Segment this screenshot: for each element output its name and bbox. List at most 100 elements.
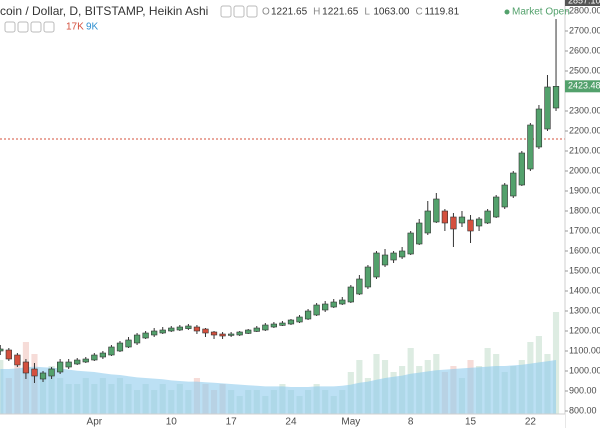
candle-body bbox=[287, 319, 295, 325]
ohlc-label: H bbox=[313, 7, 320, 18]
y-tick-label: 1100.00 bbox=[569, 345, 600, 355]
max-label: 2857.10 bbox=[568, 0, 600, 5]
candle-body bbox=[373, 252, 380, 278]
x-tick-label: Apr bbox=[87, 417, 103, 428]
y-tick-label: 800.00 bbox=[569, 405, 597, 415]
y-tick-label: 1800.00 bbox=[569, 205, 600, 215]
candle-body bbox=[5, 349, 12, 360]
candle-body bbox=[253, 327, 260, 332]
candle-body bbox=[22, 361, 30, 374]
candle-body bbox=[202, 328, 209, 334]
y-tick-label: 2500.00 bbox=[569, 65, 600, 75]
candle-body bbox=[552, 86, 560, 109]
candle-body bbox=[219, 333, 226, 337]
volume-ma-value: 9K bbox=[86, 22, 99, 33]
candle-body bbox=[347, 286, 354, 303]
y-tick-label: 1400.00 bbox=[569, 285, 600, 295]
candle-body bbox=[65, 361, 72, 368]
candle-body bbox=[416, 222, 423, 245]
candle-body bbox=[535, 108, 543, 148]
x-tick-label: 15 bbox=[465, 417, 477, 428]
x-tick-label: 10 bbox=[166, 417, 178, 428]
candle-body bbox=[527, 124, 534, 170]
candle-body bbox=[193, 326, 201, 332]
candle-body bbox=[390, 252, 397, 261]
button[interactable] bbox=[4, 21, 16, 33]
candle-body bbox=[176, 326, 183, 331]
y-tick-label: 1600.00 bbox=[569, 245, 600, 255]
y-tick-label: 2000.00 bbox=[569, 165, 600, 175]
x-tick-label: 24 bbox=[285, 417, 297, 428]
y-tick-label: 1200.00 bbox=[569, 325, 600, 335]
y-tick-label: 2200.00 bbox=[569, 125, 600, 135]
candle-body bbox=[210, 331, 218, 336]
settings-button[interactable] bbox=[233, 5, 245, 18]
y-tick-label: 2600.00 bbox=[569, 45, 600, 55]
volume-ma-area bbox=[0, 360, 557, 414]
ohlc-label: O bbox=[262, 7, 270, 18]
time-scale bbox=[0, 414, 565, 428]
candle-body bbox=[304, 310, 312, 320]
max-box bbox=[565, 0, 600, 6]
y-tick-label: 2100.00 bbox=[569, 145, 600, 155]
candle-body bbox=[296, 316, 303, 323]
y-tick-label: 2800.00 bbox=[569, 5, 600, 15]
y-tick-label: 1000.00 bbox=[569, 365, 600, 375]
candle-body bbox=[544, 86, 551, 130]
candle-body bbox=[39, 372, 47, 380]
close-button[interactable] bbox=[246, 5, 258, 18]
candle-body bbox=[493, 196, 500, 218]
candle-body bbox=[475, 218, 483, 227]
eye-button[interactable] bbox=[220, 5, 232, 18]
candle-body bbox=[151, 330, 158, 336]
candle-body bbox=[458, 216, 466, 224]
candle-body bbox=[31, 368, 38, 377]
button[interactable] bbox=[43, 21, 55, 33]
candle-body bbox=[279, 322, 286, 326]
candle-body bbox=[228, 333, 235, 336]
candle-body bbox=[82, 358, 89, 363]
volume-buttons[interactable] bbox=[4, 21, 55, 33]
candle-body bbox=[236, 331, 243, 336]
x-tick-label: May bbox=[341, 417, 360, 428]
candle-body bbox=[381, 254, 389, 266]
y-tick-label: 2700.00 bbox=[569, 25, 600, 35]
ohlc-value: 1221.65 bbox=[271, 7, 308, 18]
candle-body bbox=[364, 266, 372, 288]
ohlc-label: L bbox=[364, 7, 370, 18]
candle-body bbox=[450, 216, 457, 230]
y-tick-label: 2300.00 bbox=[569, 105, 600, 115]
volume-layer bbox=[0, 312, 560, 414]
candle-body bbox=[313, 304, 320, 316]
candle-body bbox=[399, 250, 406, 258]
y-tick-label: 900.00 bbox=[569, 385, 597, 395]
candle-body bbox=[57, 361, 64, 373]
candle-body bbox=[133, 334, 141, 344]
x-tick-label: 22 bbox=[525, 417, 537, 428]
candle-body bbox=[14, 354, 21, 366]
last-price-label: 2423.48 bbox=[568, 81, 600, 91]
price-scale bbox=[565, 0, 600, 428]
candle-body bbox=[433, 198, 440, 223]
candle-body bbox=[142, 332, 149, 339]
last-price-box bbox=[565, 80, 600, 93]
x-tick-label: 8 bbox=[408, 417, 414, 428]
candle-body bbox=[441, 210, 448, 224]
symbol-title: coin / Dollar, D, BITSTAMP, Heikin Ashi bbox=[0, 4, 208, 18]
candle-body bbox=[270, 323, 277, 328]
candle-body bbox=[116, 342, 124, 352]
candle-body bbox=[48, 368, 55, 377]
y-tick-label: 1500.00 bbox=[569, 265, 600, 275]
button[interactable] bbox=[17, 21, 29, 33]
legend-buttons[interactable] bbox=[220, 5, 258, 18]
candle-body bbox=[108, 346, 115, 356]
price-layer bbox=[0, 19, 565, 383]
y-tick-label: 1900.00 bbox=[569, 185, 600, 195]
candle-body bbox=[125, 339, 132, 348]
candle-body bbox=[467, 219, 474, 232]
ohlc-label: C bbox=[415, 7, 422, 18]
candle-body bbox=[510, 172, 517, 197]
button[interactable] bbox=[30, 21, 42, 33]
